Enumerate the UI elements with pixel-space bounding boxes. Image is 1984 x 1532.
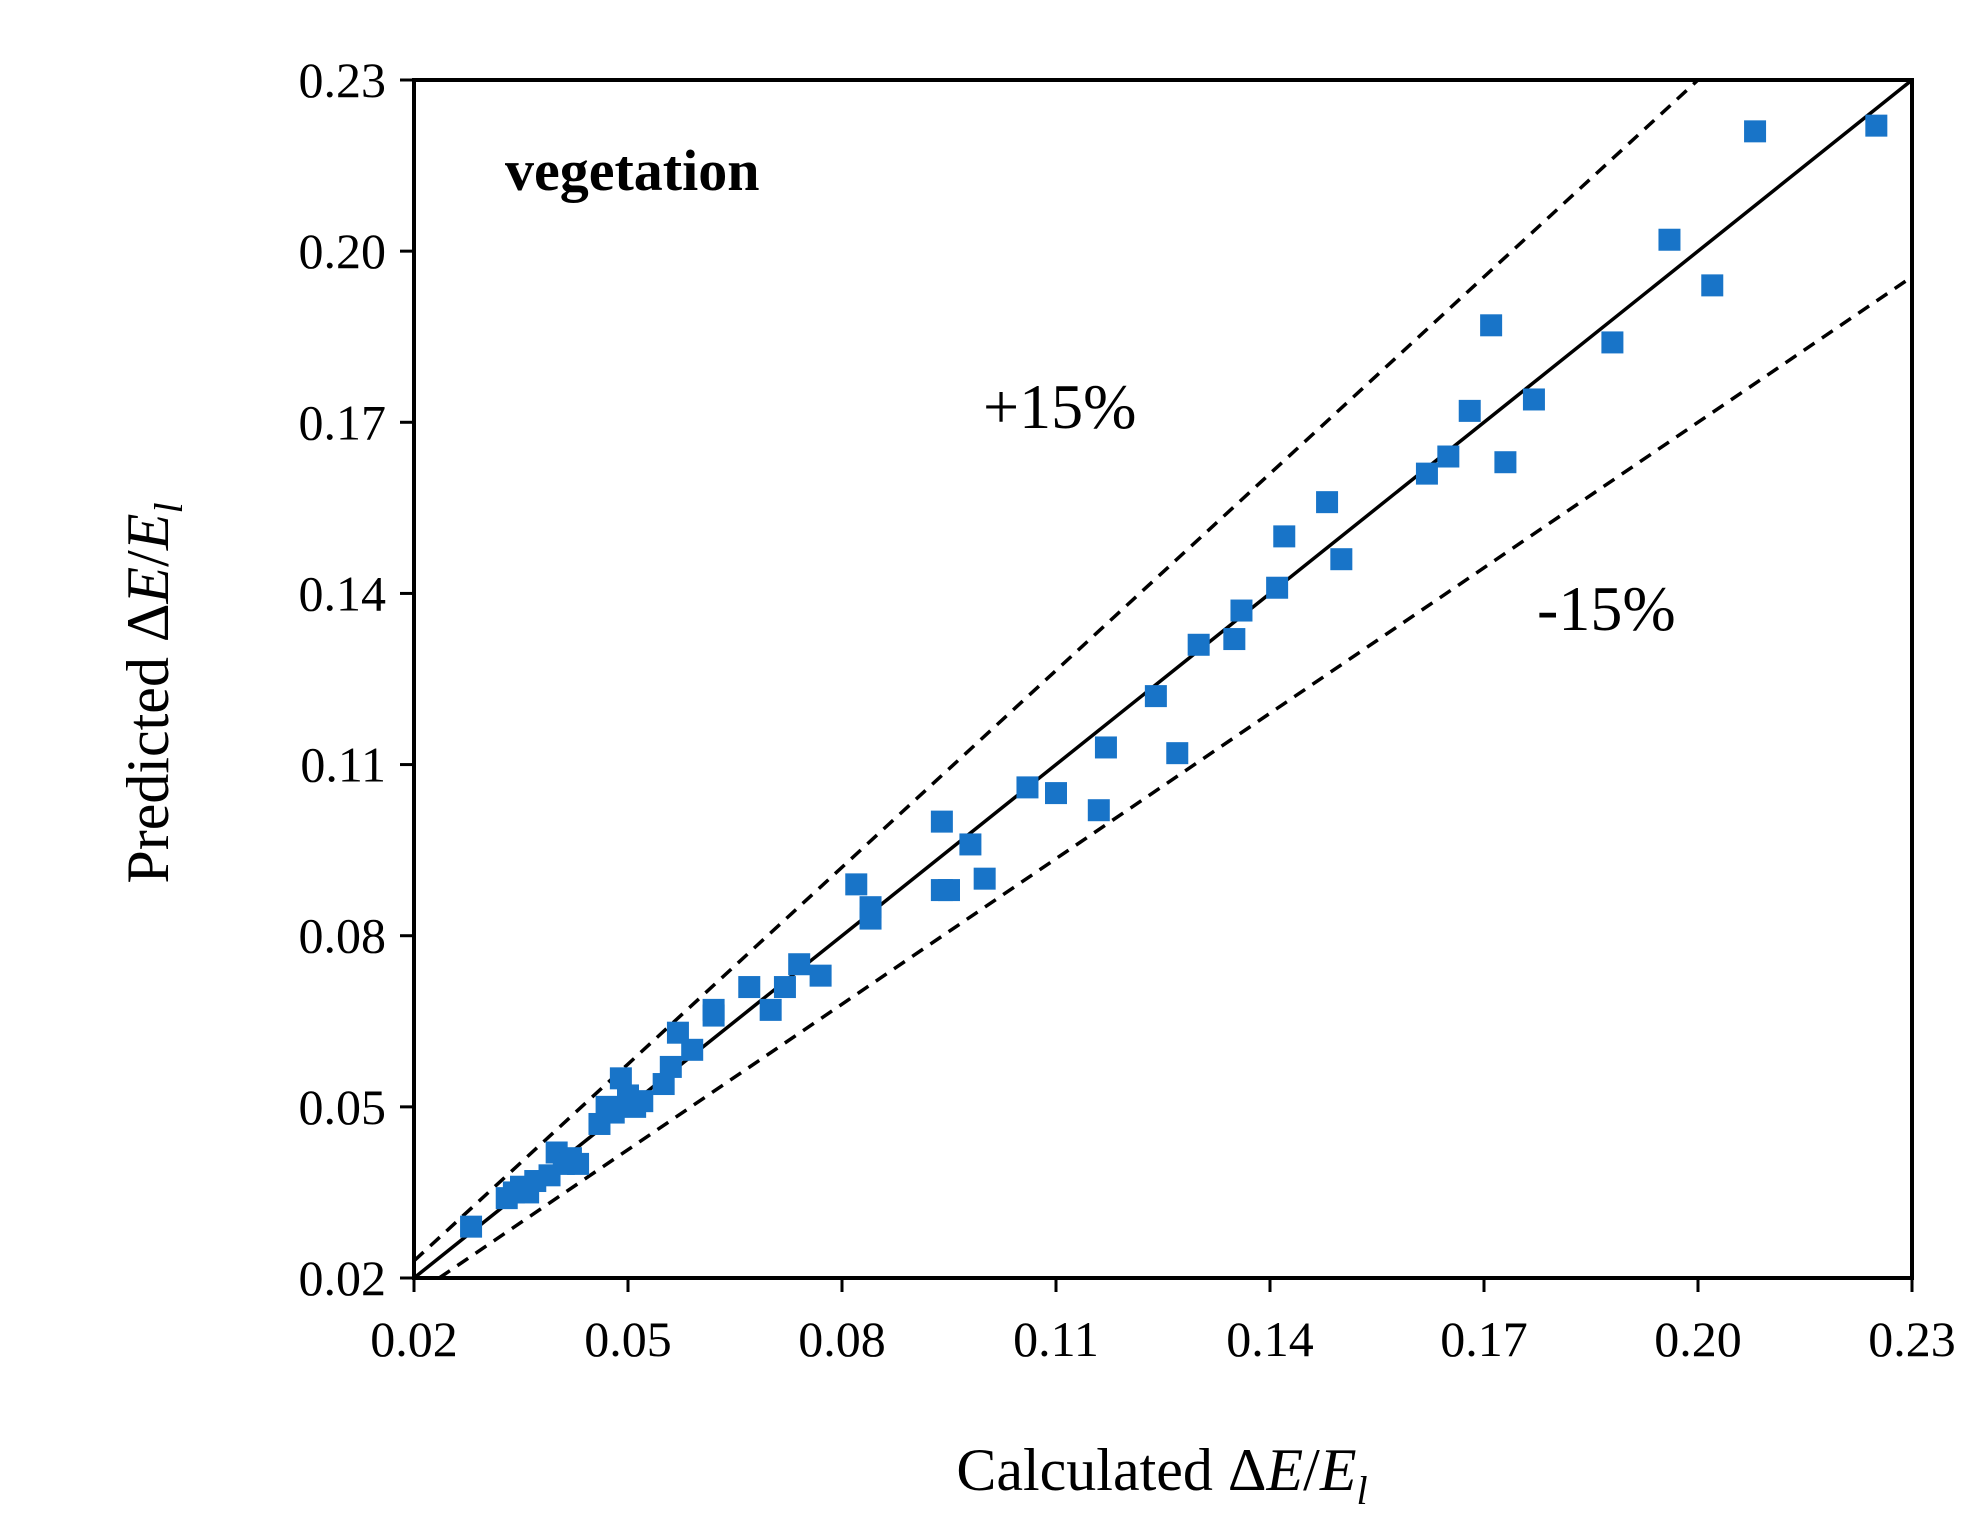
data-point-31	[859, 907, 882, 930]
data-point-14	[609, 1067, 632, 1090]
data-point-0	[460, 1215, 483, 1238]
data-point-47	[1273, 525, 1296, 548]
data-point-25	[759, 998, 782, 1021]
data-point-13	[602, 1101, 625, 1124]
data-point-27	[788, 953, 811, 976]
data-point-40	[1094, 736, 1117, 759]
data-point-33	[938, 879, 960, 902]
data-point-42	[1166, 742, 1189, 765]
data-point-51	[1437, 445, 1460, 468]
data-point-46	[1266, 576, 1289, 599]
x-tick-label: 0.02	[370, 1311, 458, 1367]
y-tick-label: 0.14	[299, 565, 387, 621]
data-point-58	[1701, 274, 1724, 297]
data-point-18	[652, 1073, 675, 1096]
data-points	[460, 114, 1888, 1238]
data-point-23	[702, 1004, 725, 1027]
y-tick-label: 0.17	[299, 394, 387, 450]
data-point-43	[1187, 633, 1210, 656]
data-point-59	[1744, 120, 1767, 143]
x-axis-title: Calculated ΔE/El	[956, 1437, 1367, 1513]
x-tick-label: 0.17	[1440, 1311, 1528, 1367]
x-tick-label: 0.11	[1013, 1311, 1099, 1367]
reference-line-2	[438, 275, 1913, 1280]
y-axis-title: Predicted ΔE/El	[115, 502, 191, 883]
y-tick-label: 0.23	[299, 52, 387, 108]
data-point-35	[959, 833, 982, 856]
data-point-44	[1223, 628, 1246, 651]
data-point-52	[1458, 399, 1481, 422]
y-tick-label: 0.02	[299, 1250, 387, 1306]
data-point-17	[631, 1090, 654, 1113]
y-axis-ticks: 0.02 0.05 0.08 0.11 0.14 0.17 0.20 0.23	[299, 52, 414, 1306]
data-point-24	[738, 976, 761, 999]
reference-line-1	[412, 78, 1700, 1263]
x-tick-label: 0.08	[798, 1311, 886, 1367]
panel-label: vegetation	[505, 138, 760, 203]
data-point-48	[1316, 491, 1339, 514]
x-tick-label: 0.14	[1226, 1311, 1314, 1367]
data-point-29	[845, 873, 868, 896]
data-point-49	[1330, 548, 1353, 571]
data-point-56	[1601, 331, 1624, 354]
data-point-37	[1016, 776, 1039, 799]
data-point-41	[1144, 685, 1167, 708]
data-point-10	[567, 1152, 590, 1175]
data-point-53	[1480, 314, 1503, 337]
y-tick-label: 0.05	[299, 1079, 387, 1135]
data-point-38	[1045, 782, 1067, 805]
data-point-21	[681, 1038, 704, 1061]
data-point-28	[809, 964, 832, 987]
data-point-36	[973, 867, 996, 890]
data-point-54	[1494, 451, 1517, 474]
data-point-57	[1658, 228, 1681, 251]
plot-area-frame	[412, 78, 1914, 1280]
data-point-19	[659, 1055, 682, 1078]
x-tick-label: 0.20	[1654, 1311, 1742, 1367]
plus-15-label: +15%	[983, 371, 1136, 442]
x-axis-ticks: 0.02 0.05 0.08 0.11 0.14 0.17 0.20 0.23	[370, 1278, 1956, 1367]
data-point-20	[666, 1021, 689, 1044]
x-tick-label: 0.05	[584, 1311, 672, 1367]
data-point-26	[773, 976, 796, 999]
y-tick-label: 0.08	[299, 908, 387, 964]
x-tick-label: 0.23	[1868, 1311, 1956, 1367]
data-point-39	[1087, 799, 1110, 822]
y-tick-label: 0.11	[300, 737, 386, 793]
data-point-55	[1522, 388, 1545, 411]
data-point-45	[1230, 599, 1253, 622]
y-tick-label: 0.20	[299, 223, 387, 279]
data-point-34	[930, 810, 953, 833]
data-point-50	[1415, 462, 1438, 485]
minus-15-label: -15%	[1537, 573, 1676, 644]
data-point-60	[1865, 114, 1888, 137]
